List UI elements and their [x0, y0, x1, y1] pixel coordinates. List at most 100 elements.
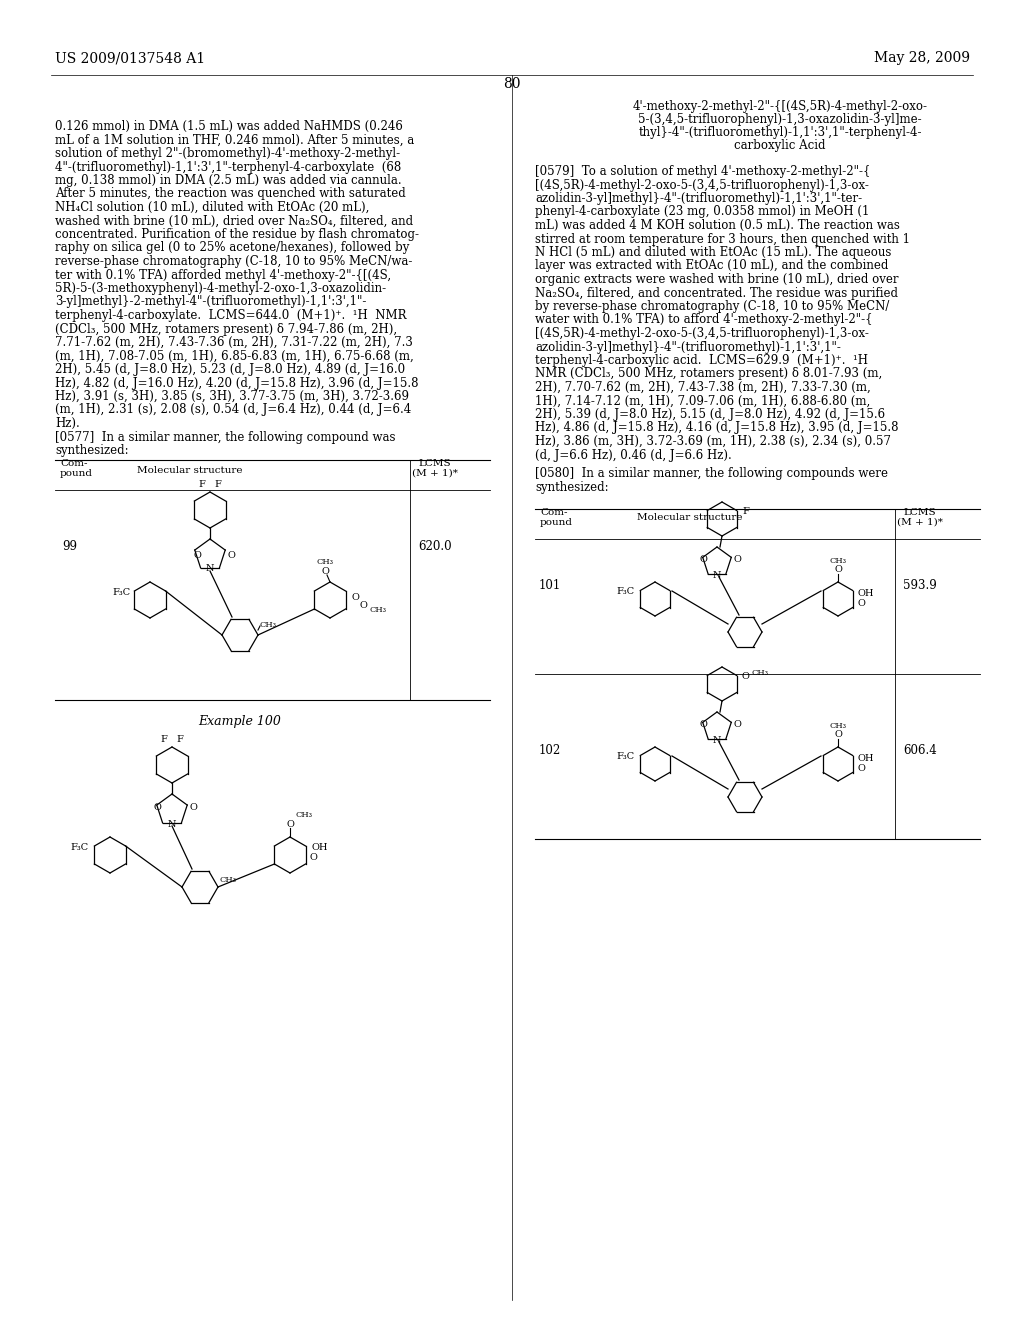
Text: Molecular structure: Molecular structure: [637, 513, 742, 521]
Text: O: O: [286, 820, 294, 829]
Text: synthesized:: synthesized:: [535, 480, 608, 494]
Text: 101: 101: [539, 579, 561, 591]
Text: terphenyl-4-carboxylate.  LCMS=644.0  (M+1)⁺.  ¹H  NMR: terphenyl-4-carboxylate. LCMS=644.0 (M+1…: [55, 309, 407, 322]
Text: F: F: [215, 480, 221, 488]
Text: mg, 0.138 mmol) in DMA (2.5 mL) was added via cannula.: mg, 0.138 mmol) in DMA (2.5 mL) was adde…: [55, 174, 401, 187]
Text: solution of methyl 2"-(bromomethyl)-4'-methoxy-2-methyl-: solution of methyl 2"-(bromomethyl)-4'-m…: [55, 147, 400, 160]
Text: Hz), 3.86 (m, 3H), 3.72-3.69 (m, 1H), 2.38 (s), 2.34 (s), 0.57: Hz), 3.86 (m, 3H), 3.72-3.69 (m, 1H), 2.…: [535, 436, 891, 447]
Text: O: O: [857, 599, 865, 609]
Text: (d, J=6.6 Hz), 0.46 (d, J=6.6 Hz).: (d, J=6.6 Hz), 0.46 (d, J=6.6 Hz).: [535, 449, 732, 462]
Text: O: O: [194, 550, 202, 560]
Text: CH₃: CH₃: [829, 722, 847, 730]
Text: mL) was added 4 M KOH solution (0.5 mL). The reaction was: mL) was added 4 M KOH solution (0.5 mL).…: [535, 219, 900, 232]
Text: N: N: [168, 820, 176, 829]
Text: US 2009/0137548 A1: US 2009/0137548 A1: [55, 51, 205, 65]
Text: raphy on silica gel (0 to 25% acetone/hexanes), followed by: raphy on silica gel (0 to 25% acetone/he…: [55, 242, 410, 255]
Text: O: O: [351, 593, 358, 602]
Text: [0580]  In a similar manner, the following compounds were: [0580] In a similar manner, the followin…: [535, 467, 888, 480]
Text: O: O: [322, 568, 329, 576]
Text: OH: OH: [311, 843, 328, 851]
Text: O: O: [835, 565, 842, 574]
Text: Molecular structure: Molecular structure: [137, 466, 243, 475]
Text: stirred at room temperature for 3 hours, then quenched with 1: stirred at room temperature for 3 hours,…: [535, 232, 910, 246]
Text: N: N: [206, 564, 214, 573]
Text: 4'-methoxy-2-methyl-2"-{[(4S,5R)-4-methyl-2-oxo-: 4'-methoxy-2-methyl-2"-{[(4S,5R)-4-methy…: [633, 100, 928, 114]
Text: O: O: [835, 730, 842, 739]
Text: phenyl-4-carboxylate (23 mg, 0.0358 mmol) in MeOH (1: phenyl-4-carboxylate (23 mg, 0.0358 mmol…: [535, 206, 869, 219]
Text: O: O: [190, 803, 198, 812]
Text: [0579]  To a solution of methyl 4'-methoxy-2-methyl-2"-{: [0579] To a solution of methyl 4'-methox…: [535, 165, 870, 178]
Text: F: F: [176, 735, 183, 744]
Text: Hz), 4.82 (d, J=16.0 Hz), 4.20 (d, J=15.8 Hz), 3.96 (d, J=15.8: Hz), 4.82 (d, J=16.0 Hz), 4.20 (d, J=15.…: [55, 376, 419, 389]
Text: 2H), 5.45 (d, J=8.0 Hz), 5.23 (d, J=8.0 Hz), 4.89 (d, J=16.0: 2H), 5.45 (d, J=8.0 Hz), 5.23 (d, J=8.0 …: [55, 363, 406, 376]
Text: Hz), 3.91 (s, 3H), 3.85 (s, 3H), 3.77-3.75 (m, 3H), 3.72-3.69: Hz), 3.91 (s, 3H), 3.85 (s, 3H), 3.77-3.…: [55, 389, 409, 403]
Text: O: O: [742, 672, 750, 681]
Text: carboxylic Acid: carboxylic Acid: [734, 139, 825, 152]
Text: azolidin-3-yl]methyl}-4"-(trifluoromethyl)-1,1':3',1"-: azolidin-3-yl]methyl}-4"-(trifluoromethy…: [535, 341, 841, 354]
Text: 5R)-5-(3-methoxyphenyl)-4-methyl-2-oxo-1,3-oxazolidin-: 5R)-5-(3-methoxyphenyl)-4-methyl-2-oxo-1…: [55, 282, 386, 294]
Text: CH₃: CH₃: [370, 606, 387, 614]
Text: Com-
pound: Com- pound: [60, 458, 93, 478]
Text: mL of a 1M solution in THF, 0.246 mmol). After 5 minutes, a: mL of a 1M solution in THF, 0.246 mmol).…: [55, 133, 415, 147]
Text: F₃C: F₃C: [616, 587, 634, 597]
Text: (m, 1H), 2.31 (s), 2.08 (s), 0.54 (d, J=6.4 Hz), 0.44 (d, J=6.4: (m, 1H), 2.31 (s), 2.08 (s), 0.54 (d, J=…: [55, 404, 412, 417]
Text: Hz).: Hz).: [55, 417, 80, 430]
Text: N: N: [713, 737, 721, 744]
Text: 606.4: 606.4: [903, 744, 937, 756]
Text: OH: OH: [858, 589, 874, 598]
Text: [(4S,5R)-4-methyl-2-oxo-5-(3,4,5-trifluorophenyl)-1,3-ox-: [(4S,5R)-4-methyl-2-oxo-5-(3,4,5-trifluo…: [535, 327, 869, 341]
Text: CH₃: CH₃: [829, 557, 847, 565]
Text: CH₃: CH₃: [295, 810, 312, 818]
Text: 4"-(trifluoromethyl)-1,1':3',1"-terphenyl-4-carboxylate  (68: 4"-(trifluoromethyl)-1,1':3',1"-terpheny…: [55, 161, 401, 173]
Text: F: F: [161, 735, 168, 744]
Text: concentrated. Purification of the residue by flash chromatog-: concentrated. Purification of the residu…: [55, 228, 419, 242]
Text: F₃C: F₃C: [70, 843, 88, 851]
Text: 1H), 7.14-7.12 (m, 1H), 7.09-7.06 (m, 1H), 6.88-6.80 (m,: 1H), 7.14-7.12 (m, 1H), 7.09-7.06 (m, 1H…: [535, 395, 870, 408]
Text: 593.9: 593.9: [903, 579, 937, 591]
Text: by reverse-phase chromatography (C-18, 10 to 95% MeCN/: by reverse-phase chromatography (C-18, 1…: [535, 300, 890, 313]
Text: CH₃: CH₃: [751, 669, 768, 677]
Text: O: O: [154, 803, 162, 812]
Text: LCMS
(M + 1)*: LCMS (M + 1)*: [412, 458, 458, 478]
Text: thyl}-4"-(trifluoromethyl)-1,1':3',1"-terphenyl-4-: thyl}-4"-(trifluoromethyl)-1,1':3',1"-te…: [638, 125, 922, 139]
Text: CH₃: CH₃: [316, 558, 334, 566]
Text: OH: OH: [858, 754, 874, 763]
Text: terphenyl-4-carboxylic acid.  LCMS=629.9  (M+1)⁺.  ¹H: terphenyl-4-carboxylic acid. LCMS=629.9 …: [535, 354, 868, 367]
Text: Com-
pound: Com- pound: [540, 508, 573, 527]
Text: F: F: [199, 480, 206, 488]
Text: O: O: [700, 719, 708, 729]
Text: 620.0: 620.0: [418, 540, 452, 553]
Text: Example 100: Example 100: [199, 715, 282, 729]
Text: 7.71-7.62 (m, 2H), 7.43-7.36 (m, 2H), 7.31-7.22 (m, 2H), 7.3: 7.71-7.62 (m, 2H), 7.43-7.36 (m, 2H), 7.…: [55, 337, 413, 348]
Text: O: O: [310, 853, 317, 862]
Text: O: O: [734, 719, 741, 729]
Text: ter with 0.1% TFA) afforded methyl 4'-methoxy-2"-{[(4S,: ter with 0.1% TFA) afforded methyl 4'-me…: [55, 268, 391, 281]
Text: LCMS
(M + 1)*: LCMS (M + 1)*: [897, 508, 943, 527]
Text: 99: 99: [62, 540, 78, 553]
Text: O: O: [228, 550, 236, 560]
Text: layer was extracted with EtOAc (10 mL), and the combined: layer was extracted with EtOAc (10 mL), …: [535, 260, 889, 272]
Text: F₃C: F₃C: [112, 587, 130, 597]
Text: [(4S,5R)-4-methyl-2-oxo-5-(3,4,5-trifluorophenyl)-1,3-ox-: [(4S,5R)-4-methyl-2-oxo-5-(3,4,5-trifluo…: [535, 178, 869, 191]
Text: 80: 80: [503, 77, 521, 91]
Text: NMR (CDCl₃, 500 MHz, rotamers present) δ 8.01-7.93 (m,: NMR (CDCl₃, 500 MHz, rotamers present) δ…: [535, 367, 883, 380]
Text: May 28, 2009: May 28, 2009: [874, 51, 970, 65]
Text: O: O: [700, 554, 708, 564]
Text: water with 0.1% TFA) to afford 4'-methoxy-2-methyl-2"-{: water with 0.1% TFA) to afford 4'-methox…: [535, 314, 872, 326]
Text: O: O: [734, 554, 741, 564]
Text: F: F: [742, 507, 749, 516]
Text: (CDCl₃, 500 MHz, rotamers present) δ 7.94-7.86 (m, 2H),: (CDCl₃, 500 MHz, rotamers present) δ 7.9…: [55, 322, 397, 335]
Text: 2H), 7.70-7.62 (m, 2H), 7.43-7.38 (m, 2H), 7.33-7.30 (m,: 2H), 7.70-7.62 (m, 2H), 7.43-7.38 (m, 2H…: [535, 381, 870, 393]
Text: 5-(3,4,5-trifluorophenyl)-1,3-oxazolidin-3-yl]me-: 5-(3,4,5-trifluorophenyl)-1,3-oxazolidin…: [638, 114, 922, 125]
Text: 102: 102: [539, 744, 561, 756]
Text: N: N: [713, 572, 721, 579]
Text: (m, 1H), 7.08-7.05 (m, 1H), 6.85-6.83 (m, 1H), 6.75-6.68 (m,: (m, 1H), 7.08-7.05 (m, 1H), 6.85-6.83 (m…: [55, 350, 414, 363]
Text: Na₂SO₄, filtered, and concentrated. The residue was purified: Na₂SO₄, filtered, and concentrated. The …: [535, 286, 898, 300]
Text: O: O: [360, 601, 368, 610]
Text: 3-yl]methyl}-2-methyl-4"-(trifluoromethyl)-1,1':3',1"-: 3-yl]methyl}-2-methyl-4"-(trifluoromethy…: [55, 296, 367, 309]
Text: washed with brine (10 mL), dried over Na₂SO₄, filtered, and: washed with brine (10 mL), dried over Na…: [55, 214, 413, 227]
Text: After 5 minutes, the reaction was quenched with saturated: After 5 minutes, the reaction was quench…: [55, 187, 406, 201]
Text: 2H), 5.39 (d, J=8.0 Hz), 5.15 (d, J=8.0 Hz), 4.92 (d, J=15.6: 2H), 5.39 (d, J=8.0 Hz), 5.15 (d, J=8.0 …: [535, 408, 885, 421]
Text: azolidin-3-yl]methyl}-4"-(trifluoromethyl)-1,1':3',1"-ter-: azolidin-3-yl]methyl}-4"-(trifluoromethy…: [535, 191, 862, 205]
Text: NH₄Cl solution (10 mL), diluted with EtOAc (20 mL),: NH₄Cl solution (10 mL), diluted with EtO…: [55, 201, 370, 214]
